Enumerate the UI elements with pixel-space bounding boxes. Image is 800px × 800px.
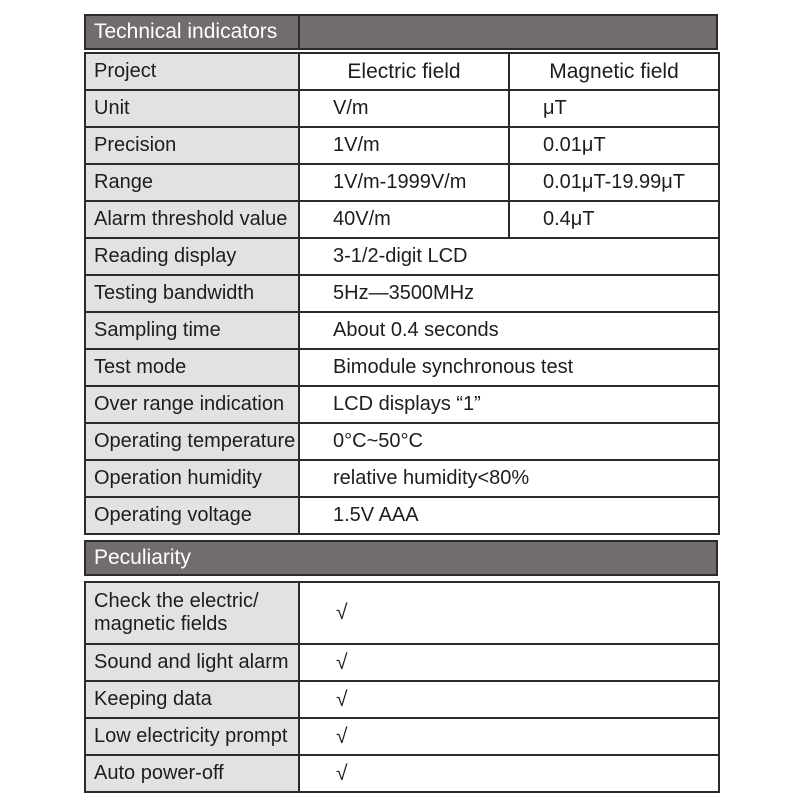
row-label: Test mode [84,348,300,387]
row-label: Operating temperature [84,422,300,461]
row-label: Reading display [84,237,300,276]
table-row: Precision 1V/m 0.01μT [84,126,720,165]
row-label: Operation humidity [84,459,300,498]
row-magnetic-value: μT [508,89,720,128]
row-label: Unit [84,89,300,128]
checkmark: √ [298,717,720,756]
row-magnetic-value: 0.4μT [508,200,720,239]
row-value: 3-1/2-digit LCD [298,237,720,276]
feature-row: Keeping data √ [84,680,720,719]
row-value: Bimodule synchronous test [298,348,720,387]
feature-label: Auto power-off [84,754,300,793]
table-row: Range 1V/m-1999V/m 0.01μT-19.99μT [84,163,720,202]
row-electric-value: V/m [298,89,510,128]
row-label: Range [84,163,300,202]
feature-row: Check the electric/ magnetic fields √ [84,581,720,645]
spec-sheet: Technical indicators Project Electric fi… [84,14,720,793]
feature-label: Low electricity prompt [84,717,300,756]
row-electric-value: 1V/m [298,126,510,165]
row-value: 1.5V AAA [298,496,720,535]
technical-indicators-table: Project Electric field Magnetic field Un… [84,52,720,535]
row-value: About 0.4 seconds [298,311,720,350]
table-row: Unit V/m μT [84,89,720,128]
table-header-row: Project Electric field Magnetic field [84,52,720,91]
checkmark: √ [298,754,720,793]
row-magnetic-value: 0.01μT-19.99μT [508,163,720,202]
feature-row: Low electricity prompt √ [84,717,720,756]
table-row: Reading display 3-1/2-digit LCD [84,237,720,276]
row-value: 0°C~50°C [298,422,720,461]
row-value: 5Hz—3500MHz [298,274,720,313]
feature-label: Keeping data [84,680,300,719]
table-row: Testing bandwidth 5Hz—3500MHz [84,274,720,313]
feature-label: Check the electric/ magnetic fields [84,581,300,645]
row-electric-value: 40V/m [298,200,510,239]
row-label: Testing bandwidth [84,274,300,313]
header-label-cell: Project [84,52,300,91]
table-row: Sampling time About 0.4 seconds [84,311,720,350]
header-magnetic-cell: Magnetic field [508,52,720,91]
row-magnetic-value: 0.01μT [508,126,720,165]
checkmark: √ [298,680,720,719]
table-row: Alarm threshold value 40V/m 0.4μT [84,200,720,239]
feature-row: Sound and light alarm √ [84,643,720,682]
checkmark: √ [298,581,720,645]
table-row: Over range indication LCD displays “1” [84,385,720,424]
row-label: Over range indication [84,385,300,424]
section-title: Technical indicators [86,16,300,48]
section-header-peculiarity: Peculiarity [84,540,718,576]
feature-row: Auto power-off √ [84,754,720,793]
section-header-technical-indicators: Technical indicators [84,14,718,50]
row-value: relative humidity<80% [298,459,720,498]
section-title: Peculiarity [94,546,191,569]
feature-label: Sound and light alarm [84,643,300,682]
row-label: Sampling time [84,311,300,350]
row-label: Alarm threshold value [84,200,300,239]
row-value: LCD displays “1” [298,385,720,424]
table-row: Operating temperature 0°C~50°C [84,422,720,461]
header-electric-cell: Electric field [298,52,510,91]
table-row: Test mode Bimodule synchronous test [84,348,720,387]
row-label: Operating voltage [84,496,300,535]
row-label: Precision [84,126,300,165]
row-electric-value: 1V/m-1999V/m [298,163,510,202]
table-row: Operation humidity relative humidity<80% [84,459,720,498]
peculiarity-table: Check the electric/ magnetic fields √ So… [84,581,720,793]
table-row: Operating voltage 1.5V AAA [84,496,720,535]
checkmark: √ [298,643,720,682]
